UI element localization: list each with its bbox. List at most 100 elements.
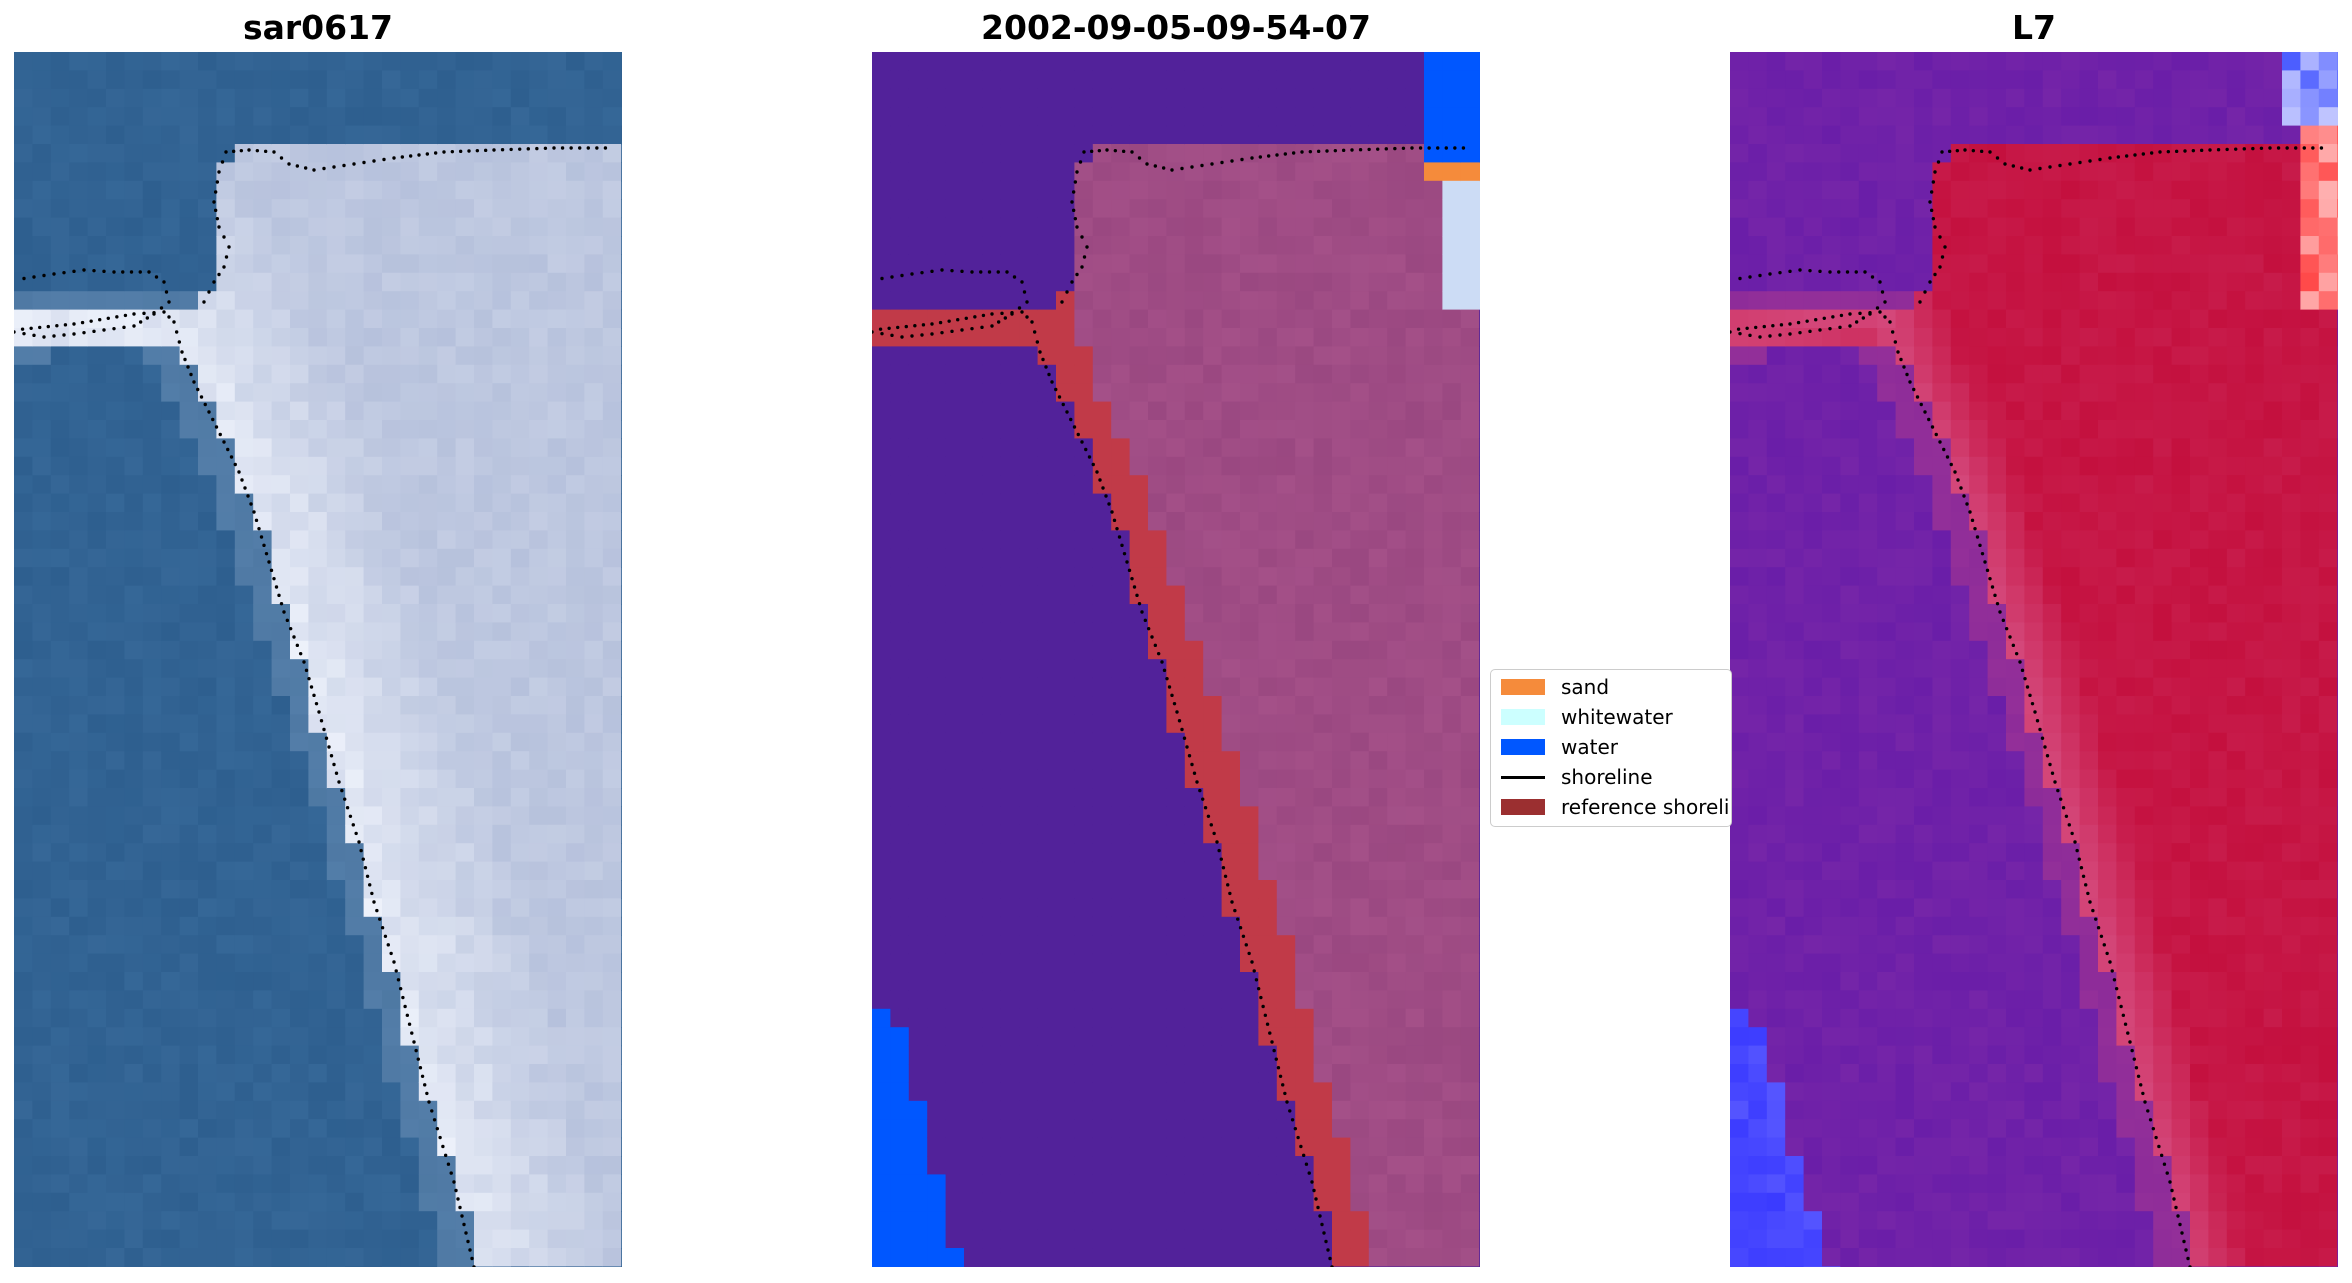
rgb-pixel bbox=[14, 162, 33, 182]
rgb-pixel bbox=[69, 567, 89, 587]
rgb-pixel bbox=[492, 567, 512, 587]
classification-pixel bbox=[1184, 530, 1204, 550]
rgb-pixel bbox=[382, 346, 401, 366]
classification-pixel bbox=[1166, 217, 1186, 237]
rgb-pixel bbox=[87, 548, 107, 568]
rgb-pixel bbox=[492, 1248, 512, 1267]
rgb-pixel bbox=[529, 1137, 549, 1157]
rgb-pixel bbox=[400, 162, 420, 182]
shoreline-point bbox=[1030, 320, 1034, 324]
rgb-pixel bbox=[290, 70, 309, 90]
classification-pixel bbox=[1442, 364, 1462, 384]
classification-pixel bbox=[1442, 70, 1462, 90]
classification-pixel bbox=[1056, 640, 1075, 660]
classification-pixel bbox=[1258, 696, 1278, 715]
classification-pixel bbox=[1387, 622, 1407, 642]
panel-title-3: L7 bbox=[2012, 8, 2056, 47]
rgb-pixel bbox=[529, 1119, 549, 1139]
classification-pixel bbox=[1056, 272, 1075, 292]
classification-pixel bbox=[1221, 1100, 1241, 1120]
classification-pixel bbox=[1148, 880, 1167, 899]
classification-pixel bbox=[1074, 677, 1094, 697]
rgb-pixel bbox=[492, 309, 512, 329]
classification-pixel bbox=[1258, 1156, 1278, 1175]
rgb-pixel bbox=[87, 824, 107, 844]
classification-pixel bbox=[1387, 328, 1407, 347]
rgb-pixel bbox=[345, 880, 365, 899]
shoreline-point bbox=[32, 333, 36, 338]
shoreline-point bbox=[317, 710, 321, 714]
rgb-pixel bbox=[326, 916, 346, 936]
rgb-pixel bbox=[142, 1229, 162, 1249]
rgb-pixel bbox=[14, 714, 33, 734]
classification-pixel bbox=[1148, 567, 1167, 587]
rgb-pixel bbox=[400, 806, 420, 826]
rgb-pixel bbox=[602, 291, 622, 311]
classification-pixel bbox=[945, 420, 965, 439]
rgb-pixel bbox=[142, 751, 162, 771]
rgb-pixel bbox=[290, 861, 309, 881]
rgb-pixel bbox=[124, 751, 144, 771]
rgb-pixel bbox=[400, 622, 420, 642]
rgb-pixel bbox=[124, 1064, 144, 1083]
rgb-pixel bbox=[547, 1137, 567, 1157]
classification-pixel bbox=[1424, 788, 1443, 807]
rgb-pixel bbox=[234, 622, 254, 642]
shoreline-point bbox=[1328, 1256, 1332, 1261]
rgb-pixel bbox=[547, 1045, 567, 1065]
classification-pixel bbox=[1460, 880, 1480, 899]
rgb-pixel bbox=[290, 1229, 309, 1249]
classification-pixel bbox=[1019, 604, 1039, 623]
classification-pixel bbox=[1258, 1229, 1278, 1249]
classification-pixel bbox=[1092, 916, 1112, 936]
rgb-pixel bbox=[529, 1229, 549, 1249]
classification-pixel bbox=[1129, 714, 1149, 734]
rgb-pixel bbox=[326, 567, 346, 587]
rgb-pixel bbox=[510, 328, 530, 347]
classification-pixel bbox=[1203, 585, 1223, 605]
rgb-pixel bbox=[253, 420, 273, 439]
rgb-pixel bbox=[363, 806, 383, 826]
classification-pixel bbox=[964, 843, 983, 863]
classification-pixel bbox=[890, 144, 910, 163]
classification-pixel bbox=[1111, 585, 1131, 605]
shoreline-point bbox=[1041, 357, 1045, 362]
rgb-pixel bbox=[400, 898, 420, 918]
classification-pixel bbox=[1000, 512, 1020, 531]
rgb-pixel bbox=[547, 640, 567, 660]
shoreline-point bbox=[420, 1074, 425, 1078]
rgb-pixel bbox=[492, 916, 512, 936]
classification-pixel bbox=[1184, 1027, 1204, 1047]
classification-pixel bbox=[1019, 880, 1039, 899]
rgb-pixel bbox=[161, 346, 181, 366]
rgb-pixel bbox=[474, 180, 493, 200]
rgb-pixel bbox=[124, 217, 144, 237]
classification-pixel bbox=[908, 254, 928, 274]
shoreline-point bbox=[1084, 447, 1088, 452]
rgb-pixel bbox=[198, 162, 217, 182]
rgb-pixel bbox=[345, 1137, 365, 1157]
classification-pixel bbox=[1240, 972, 1259, 991]
rgb-pixel bbox=[363, 604, 383, 623]
classification-pixel bbox=[1405, 990, 1425, 1010]
shoreline-point bbox=[1244, 943, 1248, 947]
classification-pixel bbox=[1000, 180, 1020, 200]
rgb-pixel bbox=[584, 272, 604, 292]
rgb-pixel bbox=[510, 107, 530, 127]
classification-pixel bbox=[1350, 493, 1370, 513]
shoreline-point bbox=[1054, 387, 1058, 392]
rgb-pixel bbox=[437, 567, 457, 587]
classification-pixel bbox=[1148, 935, 1167, 955]
classification-pixel bbox=[1019, 843, 1039, 863]
rgb-pixel bbox=[584, 1229, 604, 1249]
shoreline-point bbox=[468, 1248, 472, 1252]
classification-pixel bbox=[1092, 1192, 1112, 1212]
rgb-pixel bbox=[290, 732, 309, 752]
classification-pixel bbox=[1368, 567, 1388, 587]
rgb-pixel bbox=[602, 1064, 622, 1083]
classification-pixel bbox=[1332, 328, 1351, 347]
classification-pixel bbox=[1424, 659, 1443, 679]
classification-pixel bbox=[1460, 732, 1480, 752]
classification-pixel bbox=[1203, 732, 1223, 752]
rgb-pixel bbox=[87, 1156, 107, 1175]
